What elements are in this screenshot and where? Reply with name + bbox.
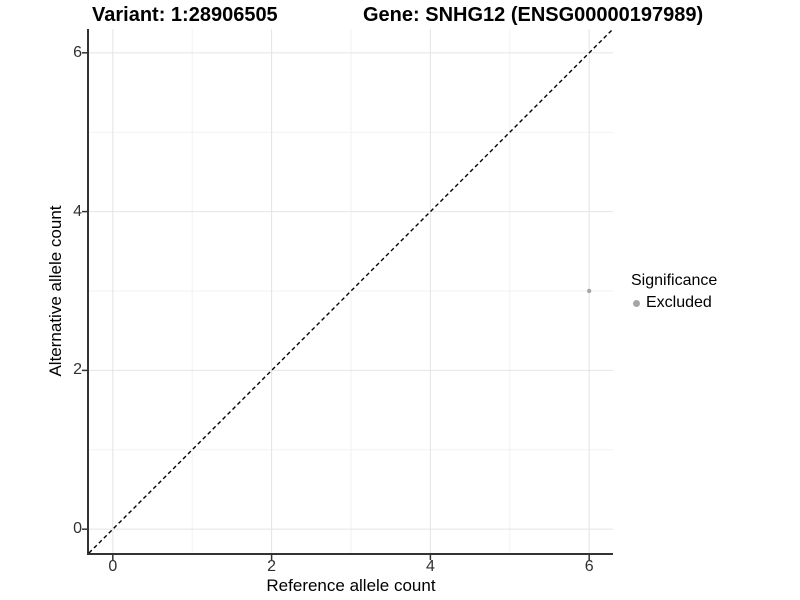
y-tick-label: 6 xyxy=(73,43,82,61)
x-tick-label: 4 xyxy=(425,558,435,575)
legend-dot-icon xyxy=(633,299,640,307)
legend-item-label: Excluded xyxy=(646,294,712,311)
y-tick-label: 2 xyxy=(73,361,82,379)
scatter-plot-canvas xyxy=(82,28,614,560)
y-tick-label: 4 xyxy=(73,202,82,220)
x-tick-label: 0 xyxy=(108,558,118,575)
data-point xyxy=(586,288,592,294)
plot-title-gene: Gene: SNHG12 (ENSG00000197989) xyxy=(363,4,704,26)
x-tick-label: 2 xyxy=(267,558,277,575)
legend-title: Significance xyxy=(631,272,718,289)
legend-item-excluded: Excluded xyxy=(629,293,794,313)
legend: Significance Excluded xyxy=(629,271,794,313)
x-axis-title: Reference allele count xyxy=(266,576,436,595)
x-tick-label: 6 xyxy=(584,558,594,575)
plot-panel xyxy=(82,28,614,560)
plot-title-variant: Variant: 1:28906505 xyxy=(92,4,278,26)
y-axis-title: Alternative allele count xyxy=(46,205,65,377)
y-tick-label: 0 xyxy=(73,520,82,538)
